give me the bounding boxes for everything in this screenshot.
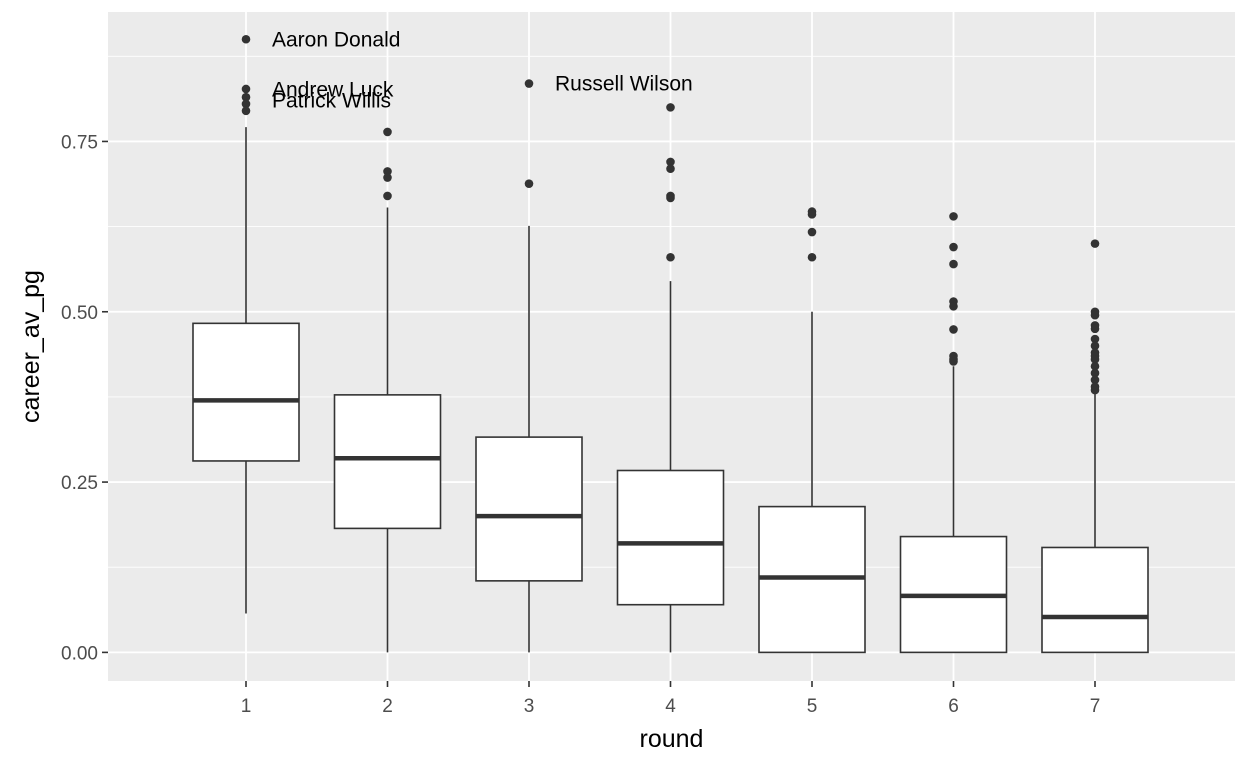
outlier-point bbox=[241, 84, 251, 94]
y-axis-title: career_av_pg bbox=[17, 270, 45, 423]
outlier-point bbox=[807, 252, 817, 262]
outlier-point bbox=[383, 167, 392, 176]
outlier-point bbox=[241, 92, 251, 102]
outlier-point bbox=[949, 325, 958, 334]
annotation-label: Aaron Donald bbox=[272, 28, 400, 51]
outlier-point bbox=[1090, 361, 1100, 371]
outlier-point bbox=[1090, 341, 1100, 351]
annotation-label: Andrew Luck bbox=[272, 79, 394, 102]
y-tick-label: 0.50 bbox=[61, 303, 98, 324]
outlier-point bbox=[1090, 385, 1100, 395]
outlier-point bbox=[1090, 324, 1100, 334]
box-round-6 bbox=[899, 212, 1008, 654]
outlier-point bbox=[1090, 355, 1100, 364]
box-iqr bbox=[475, 436, 583, 582]
boxplots bbox=[192, 34, 1149, 654]
outlier-point bbox=[241, 34, 251, 44]
outlier-point bbox=[666, 164, 675, 173]
box-round-5 bbox=[758, 207, 866, 654]
y-tick-label: 0.25 bbox=[61, 473, 98, 494]
annotation-label: Russell Wilson bbox=[555, 73, 693, 96]
x-tick-label: 4 bbox=[665, 696, 676, 717]
outlier-point bbox=[383, 127, 392, 137]
outlier-point bbox=[949, 242, 958, 252]
box-round-3 bbox=[475, 79, 583, 653]
outlier-point bbox=[383, 191, 392, 201]
outlier-point bbox=[1090, 334, 1100, 344]
x-tick-label: 1 bbox=[241, 696, 252, 717]
x-axis-title: round bbox=[640, 725, 704, 753]
outlier-point bbox=[807, 227, 817, 237]
y-tick-label: 0.00 bbox=[61, 643, 98, 664]
outlier-point bbox=[1090, 310, 1100, 320]
outlier-point bbox=[241, 106, 251, 116]
annotation-label: Patrick Willis bbox=[272, 90, 391, 113]
outlier-point bbox=[1090, 239, 1100, 248]
x-tick-label: 7 bbox=[1090, 696, 1101, 717]
box-iqr bbox=[616, 469, 725, 606]
outlier-point bbox=[666, 252, 675, 262]
outlier-point bbox=[666, 193, 675, 203]
y-tick-label: 0.75 bbox=[61, 132, 98, 153]
box-round-4 bbox=[616, 103, 725, 653]
outlier-point bbox=[1090, 375, 1100, 385]
axes: 0.00 0.25 0.50 0.75 1 2 3 4 5 6 7 bbox=[61, 132, 1100, 717]
outlier-point bbox=[949, 302, 958, 311]
outlier-point bbox=[524, 179, 534, 188]
x-tick-label: 6 bbox=[948, 696, 959, 717]
x-tick-label: 3 bbox=[524, 696, 535, 717]
outlier-point bbox=[666, 103, 675, 112]
outlier-point bbox=[807, 210, 817, 219]
outlier-point bbox=[1090, 368, 1100, 378]
box-round-1 bbox=[192, 34, 300, 614]
outlier-point bbox=[241, 99, 251, 109]
outlier-point bbox=[949, 357, 958, 366]
outlier-point bbox=[949, 212, 958, 221]
box-iqr bbox=[333, 394, 442, 530]
box-iqr bbox=[1041, 546, 1149, 654]
x-tick-label: 5 bbox=[807, 696, 818, 717]
outlier-point bbox=[383, 173, 392, 182]
box-round-7 bbox=[1041, 239, 1149, 654]
outlier-point bbox=[524, 79, 534, 88]
outlier-point bbox=[949, 259, 958, 269]
box-round-2 bbox=[333, 127, 442, 653]
outlier-point bbox=[666, 157, 675, 167]
box-iqr bbox=[192, 322, 300, 462]
x-tick-label: 2 bbox=[382, 696, 393, 717]
